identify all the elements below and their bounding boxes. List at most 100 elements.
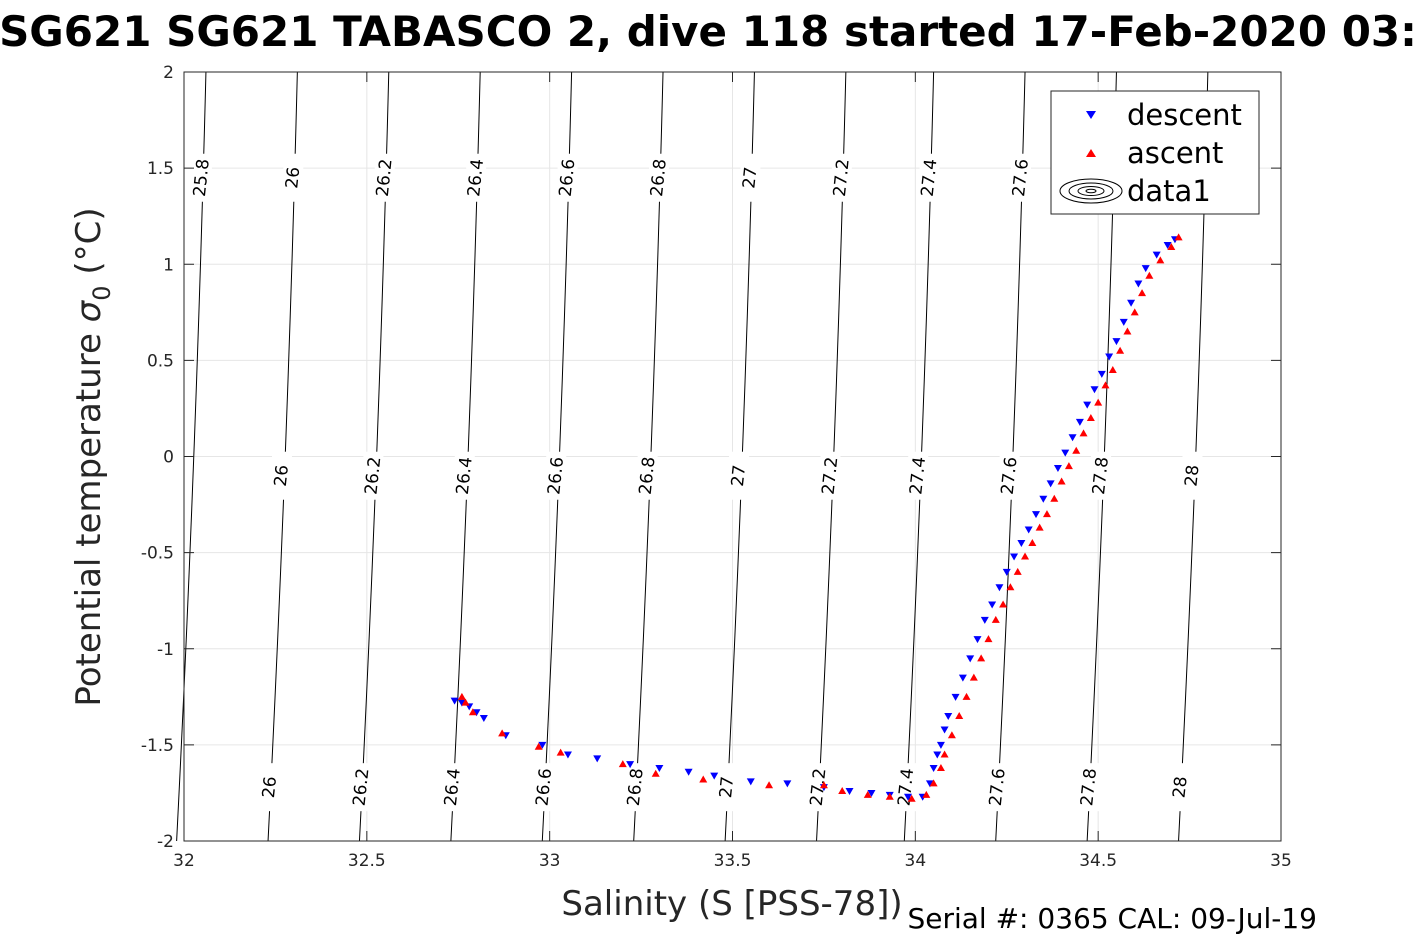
contour-label-background bbox=[908, 451, 929, 500]
contour-label-background bbox=[625, 763, 646, 812]
contour-label: 26.4 bbox=[441, 767, 465, 807]
legend-ascent-label: ascent bbox=[1127, 136, 1223, 170]
y-axis-ticks: -2 -1.5 -1 -0.5 0 0.5 1 1.5 2 bbox=[141, 63, 1281, 852]
ascent-point bbox=[468, 708, 477, 716]
contour-label: 26.2 bbox=[373, 158, 397, 198]
x-tick-label: 32 bbox=[173, 851, 195, 871]
ascent-point bbox=[1123, 327, 1132, 335]
x-tick-label: 33.5 bbox=[714, 851, 752, 871]
y-tick-label: 0.5 bbox=[147, 351, 174, 371]
data-series bbox=[450, 233, 1183, 802]
contour-label-background bbox=[546, 451, 567, 500]
descent-point bbox=[1105, 353, 1114, 361]
ascent-point bbox=[1094, 398, 1103, 406]
descent-point bbox=[1002, 568, 1011, 576]
ascent-point bbox=[885, 792, 894, 800]
ascent-point bbox=[1006, 583, 1015, 591]
y-tick-label: 1 bbox=[163, 255, 174, 275]
descent-point bbox=[1010, 553, 1019, 561]
contour-label-background bbox=[999, 451, 1020, 500]
ascent-point bbox=[1174, 233, 1183, 241]
contour-label-background bbox=[1091, 451, 1112, 500]
legend: descent ascent data1 bbox=[1050, 90, 1260, 215]
ascent-point bbox=[699, 775, 708, 783]
legend-data1-label: data1 bbox=[1127, 174, 1211, 208]
descent-point bbox=[1083, 401, 1092, 409]
y-tick-label: -1 bbox=[157, 640, 174, 660]
chart-title: SG621 SG621 TABASCO 2, dive 118 started … bbox=[0, 7, 1417, 56]
descent-point bbox=[973, 636, 982, 644]
ascent-point bbox=[1145, 271, 1154, 279]
x-tick-label: 33 bbox=[539, 851, 561, 871]
ascent-point bbox=[461, 698, 470, 706]
contour-label-background bbox=[271, 451, 292, 500]
ascent-point bbox=[1057, 477, 1066, 485]
y-tick-label: -0.5 bbox=[141, 544, 174, 564]
serial-cal-footer: Serial #: 0365 CAL: 09-Jul-19 bbox=[907, 902, 1317, 935]
descent-point bbox=[1141, 265, 1150, 273]
descent-point bbox=[1053, 465, 1062, 473]
contour-label: 26.6 bbox=[556, 158, 580, 198]
contour-label: 27.4 bbox=[906, 456, 930, 496]
descent-point bbox=[626, 761, 635, 769]
descent-point bbox=[655, 764, 664, 772]
descent-point bbox=[1152, 251, 1161, 259]
contour-label-background bbox=[351, 763, 372, 812]
contour-label: 26.8 bbox=[636, 456, 660, 496]
y-axis-label: Potential temperature σ0 (°C) bbox=[69, 207, 116, 706]
y-axis-label-unit: (°C) bbox=[69, 207, 109, 285]
contour-label-background bbox=[987, 763, 1008, 812]
descent-point bbox=[1097, 370, 1106, 378]
descent-point bbox=[1090, 386, 1099, 394]
contour-label: 27.8 bbox=[1089, 456, 1113, 496]
descent-point bbox=[958, 674, 967, 682]
contour-label-background bbox=[557, 153, 578, 202]
legend-ascent-marker bbox=[1086, 149, 1096, 157]
ascent-point bbox=[1028, 539, 1037, 547]
contour-label: 27 bbox=[739, 166, 761, 190]
contour-label: 26.2 bbox=[361, 456, 385, 496]
contour-label-background bbox=[442, 763, 463, 812]
contour-label: 27.2 bbox=[830, 158, 854, 198]
ascent-point bbox=[1050, 494, 1059, 502]
ascent-point bbox=[765, 781, 774, 789]
descent-point bbox=[1046, 480, 1055, 488]
descent-point bbox=[988, 601, 997, 609]
legend-descent-label: descent bbox=[1127, 98, 1242, 132]
contour-label: 27.8 bbox=[1077, 767, 1101, 807]
ascent-point bbox=[984, 635, 993, 643]
contour-label-background bbox=[740, 153, 761, 202]
contour-label-background bbox=[363, 451, 384, 500]
contour-label-background bbox=[1011, 153, 1032, 202]
ascent-point bbox=[922, 790, 931, 798]
descent-point bbox=[1017, 540, 1026, 548]
x-tick-label: 35 bbox=[1270, 851, 1292, 871]
descent-point bbox=[966, 655, 975, 663]
contour-label: 26 bbox=[282, 166, 304, 190]
ascent-point bbox=[1086, 414, 1095, 422]
contour-label-background bbox=[831, 153, 852, 202]
descent-point bbox=[925, 780, 934, 788]
contour-label-background bbox=[1079, 763, 1100, 812]
ascent-point bbox=[936, 763, 945, 771]
contour-label-background bbox=[808, 763, 829, 812]
ascent-point bbox=[618, 760, 627, 768]
contour-label: 26 bbox=[259, 775, 281, 799]
descent-point bbox=[936, 741, 945, 749]
contour-label: 27.6 bbox=[986, 767, 1010, 807]
x-tick-label: 34 bbox=[905, 851, 927, 871]
descent-point bbox=[710, 772, 719, 780]
descent-point bbox=[563, 751, 572, 759]
contour-label-background bbox=[820, 451, 841, 500]
descent-point bbox=[1075, 418, 1084, 426]
y-axis-label-main: Potential temperature bbox=[69, 322, 109, 706]
contour-label: 26 bbox=[271, 464, 293, 488]
ascent-point bbox=[1138, 289, 1147, 297]
contour-label-background bbox=[374, 153, 395, 202]
y-tick-label: -2 bbox=[157, 832, 174, 852]
contour-label-background bbox=[534, 763, 555, 812]
legend-contour-icon bbox=[1059, 178, 1123, 204]
contour-label: 26.4 bbox=[453, 456, 477, 496]
ascent-point bbox=[962, 692, 971, 700]
